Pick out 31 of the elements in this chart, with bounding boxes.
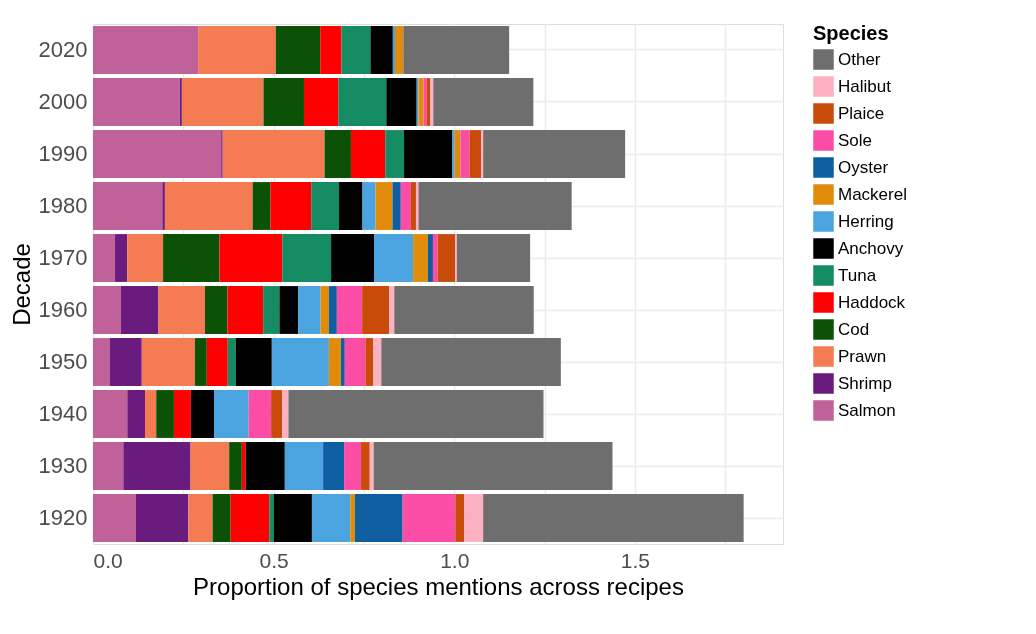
legend-label: Prawn [838,346,887,366]
y-tick-label: 1990 [38,141,88,166]
legend-label: Sole [838,130,873,150]
x-tick-label: 1.0 [440,548,470,572]
legend-label: Halibut [838,76,892,96]
legend-label: Mackerel [838,184,907,204]
x-tick-label: 1.5 [620,548,650,572]
legend-label: Oyster [838,157,889,177]
y-tick-label: 2020 [38,37,88,62]
y-tick-label: 2000 [38,89,88,114]
legend-label: Shrimp [838,373,892,393]
legend-label: Tuna [838,265,877,285]
y-tick-label: 1980 [38,193,88,218]
x-tick-label: 0.5 [259,548,289,572]
y-tick-label: 1960 [38,297,88,322]
y-tick-label: 1930 [38,453,88,478]
y-tick-label: 1940 [38,401,88,426]
x-tick-label: 0.0 [93,548,123,572]
legend-label: Cod [838,319,870,339]
y-tick-label: 1920 [38,505,88,530]
y-axis-title: Decade [7,243,35,326]
legend-label: Haddock [838,292,906,312]
legend-label: Herring [838,211,894,231]
legend-label: Anchovy [838,238,904,258]
legend-label: Other [838,49,881,69]
y-tick-label: 1970 [38,245,88,270]
legend-title: Species [813,22,889,44]
legend-label: Plaice [838,103,885,123]
y-tick-label: 1950 [38,349,88,374]
x-axis-title: Proportion of species mentions across recipes [193,572,684,600]
legend-label: Salmon [838,400,896,420]
